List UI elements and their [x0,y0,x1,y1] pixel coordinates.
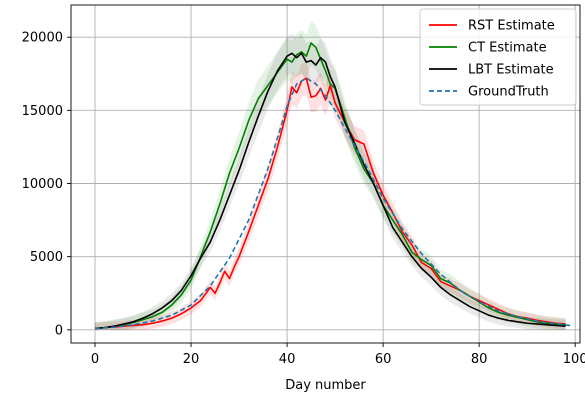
lbt-estimate-line [94,52,566,330]
x-tick-label: 20 [183,352,200,367]
ct-estimate-line [94,42,566,330]
legend-label: LBT Estimate [468,63,554,78]
x-axis-label: Day number [285,378,366,393]
legend-box [419,8,577,106]
y-tick-label: 20000 [22,31,63,46]
x-tick-label: 0 [91,352,99,367]
rst-estimate-line [94,77,566,330]
legend-label: RST Estimate [468,19,555,34]
legend-label: GroundTruth [468,85,549,100]
axis-ticks: 0 20 40 60 80 100 0 5000 10000 15000 20000 [22,31,585,367]
y-tick-label: 10000 [22,177,63,192]
x-tick-label: 40 [279,352,296,367]
y-tick-label: 0 [55,323,63,338]
series-lines [94,42,571,330]
y-tick-label: 5000 [30,250,63,265]
plot-area-frame [70,4,581,344]
legend-label: CT Estimate [468,41,547,56]
legend: RST Estimate CT Estimate LBT Estimate Groun… [419,8,577,106]
x-tick-label: 100 [563,352,585,367]
x-tick-label: 80 [471,352,488,367]
groundtruth-line [94,77,571,330]
y-tick-label: 15000 [22,104,63,119]
lbt-estimate-band [95,33,566,330]
x-tick-label: 60 [375,352,392,367]
